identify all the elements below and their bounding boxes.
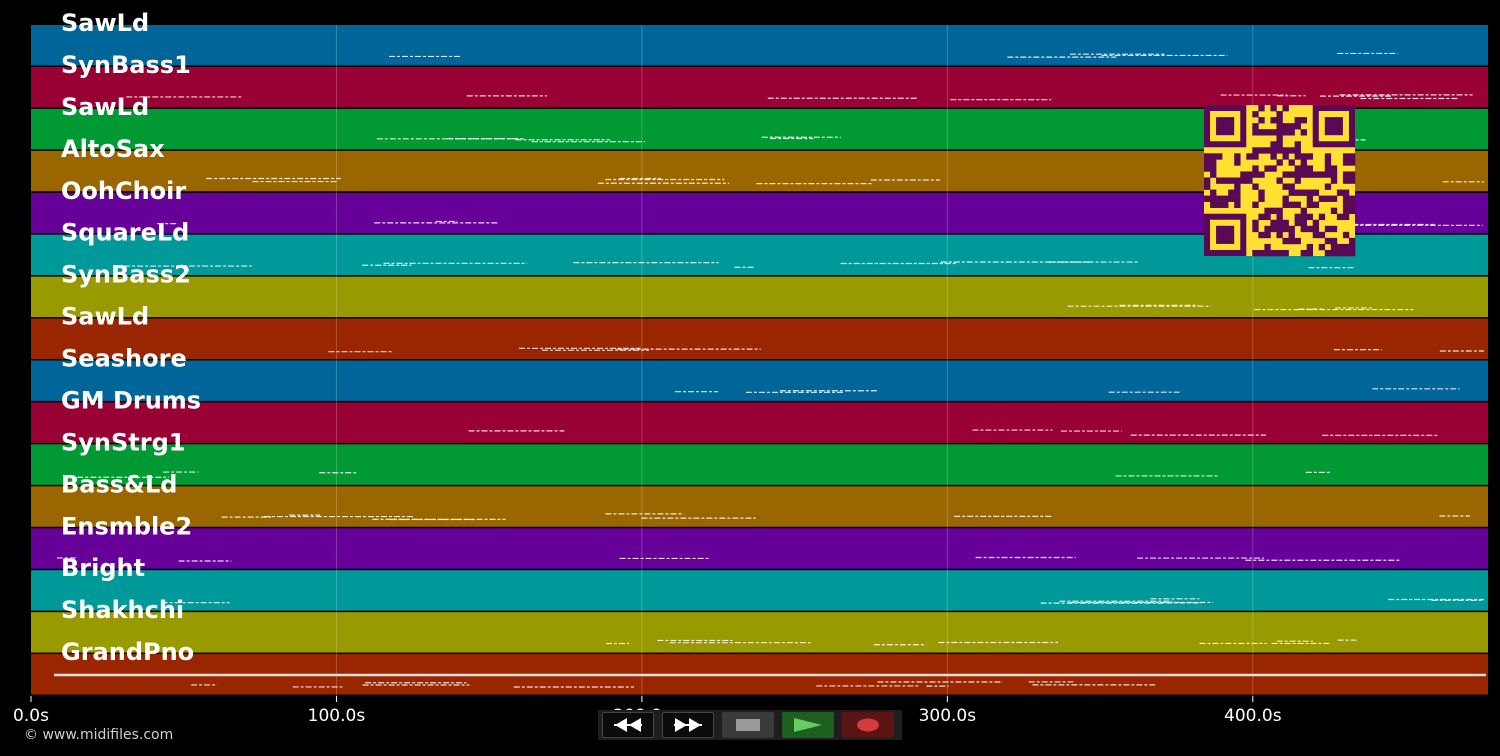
note-marks: [54, 52, 1486, 688]
play-button[interactable]: [782, 712, 834, 738]
track-lane: [31, 528, 1488, 569]
track-lane: [31, 402, 1488, 443]
record-icon: [857, 718, 879, 732]
track-label: GrandPno: [61, 638, 194, 666]
stop-button[interactable]: [722, 712, 774, 738]
track-label: SynBass1: [61, 51, 191, 79]
transport-bar: [598, 710, 902, 740]
rewind-icon: [614, 718, 642, 732]
track-label: SawLd: [61, 303, 149, 331]
stop-icon: [736, 719, 760, 731]
track-label: Bass&Ld: [61, 470, 177, 498]
track-label: AltoSax: [61, 135, 165, 163]
axis-tick-label: 300.0s: [919, 706, 977, 726]
record-button[interactable]: [842, 712, 894, 738]
track-lane: [31, 444, 1488, 485]
track-label: Seashore: [61, 345, 187, 373]
track-lane: [31, 318, 1488, 359]
track-label: SynBass2: [61, 261, 191, 289]
axis-tick-label: 0.0s: [13, 706, 49, 726]
track-lane: [31, 360, 1488, 401]
qr-code: [1204, 105, 1356, 257]
axis-tick-label: 400.0s: [1224, 706, 1282, 726]
fast-forward-button[interactable]: [662, 712, 714, 738]
track-label: OohChoir: [61, 177, 186, 205]
track-label: SawLd: [61, 9, 149, 37]
track-lane: [31, 66, 1488, 108]
track-lane: [31, 25, 1488, 66]
track-lane: [31, 276, 1488, 318]
track-label: SawLd: [61, 93, 149, 121]
track-label: GM Drums: [61, 386, 201, 414]
rewind-button[interactable]: [602, 712, 654, 738]
track-label: Ensmble2: [61, 512, 192, 540]
play-icon: [794, 718, 822, 732]
axis-tick-label: 100.0s: [308, 706, 366, 726]
track-label: SynStrg1: [61, 428, 186, 456]
track-lane: [31, 612, 1488, 653]
track-label: Shakhchi: [61, 596, 184, 624]
track-label: Bright: [61, 554, 145, 582]
fast-forward-icon: [674, 718, 702, 732]
copyright-text: © www.midifiles.com: [24, 727, 174, 743]
track-lane: [31, 486, 1488, 527]
track-lane: [31, 570, 1488, 611]
track-label: SquareLd: [61, 219, 189, 247]
